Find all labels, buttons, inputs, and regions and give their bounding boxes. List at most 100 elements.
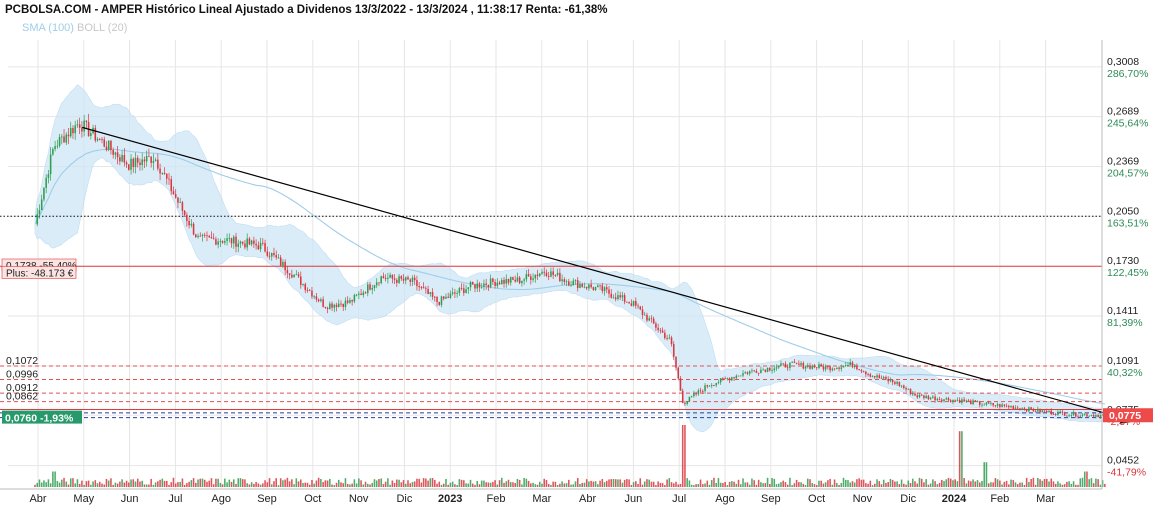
candle-body bbox=[856, 366, 858, 370]
volume-bar bbox=[874, 483, 876, 487]
candle-body bbox=[1063, 412, 1066, 416]
candle-body bbox=[315, 296, 318, 300]
candle-body bbox=[400, 276, 403, 279]
volume-bar bbox=[116, 483, 119, 487]
volume-bar bbox=[1086, 471, 1088, 487]
candle-body bbox=[588, 284, 590, 289]
volume-bar bbox=[784, 482, 787, 487]
volume-bar bbox=[304, 482, 307, 487]
candle-body bbox=[317, 299, 320, 302]
candle-body bbox=[976, 401, 979, 403]
volume-bar bbox=[831, 484, 834, 487]
volume-bar bbox=[47, 479, 50, 487]
candle-body bbox=[706, 385, 709, 387]
volume-bar bbox=[38, 479, 41, 487]
candle-body bbox=[635, 300, 637, 306]
volume-bar bbox=[253, 483, 255, 487]
candle-body bbox=[547, 276, 550, 277]
candle-body bbox=[311, 290, 313, 297]
volume-bar bbox=[626, 479, 628, 487]
legend-boll[interactable]: BOLL (20) bbox=[77, 22, 128, 34]
volume-bar bbox=[1048, 481, 1050, 487]
volume-bar bbox=[1083, 471, 1086, 487]
candle-body bbox=[655, 323, 657, 328]
volume-bar bbox=[757, 479, 760, 487]
volume-bar bbox=[652, 481, 655, 487]
y-tick-price: 0,2050 bbox=[1107, 205, 1139, 217]
candle-body bbox=[516, 277, 519, 282]
volume-bar bbox=[427, 480, 429, 487]
candle-body bbox=[836, 367, 838, 370]
volume-bar bbox=[1016, 484, 1019, 487]
candle-body bbox=[244, 243, 246, 248]
candle-body bbox=[632, 300, 635, 306]
volume-bar bbox=[324, 480, 327, 487]
candle-body bbox=[217, 241, 219, 245]
candle-body bbox=[898, 381, 901, 387]
volume-bar bbox=[862, 479, 865, 487]
volume-bar bbox=[447, 484, 449, 487]
volume-bar bbox=[1101, 480, 1104, 487]
volume-bar bbox=[554, 481, 557, 487]
candle-body bbox=[804, 366, 807, 369]
candle-body bbox=[742, 373, 744, 376]
candle-body bbox=[52, 149, 54, 155]
volume-bar bbox=[715, 483, 717, 487]
volume-bar bbox=[422, 478, 425, 487]
axes: Abr May Jun Jul Ago Sep Oct Nov Dic 2023 Feb Mar Abr… bbox=[0, 40, 1148, 505]
volume-bar bbox=[413, 481, 416, 487]
volume-bar bbox=[1008, 484, 1010, 487]
candle-body bbox=[335, 304, 338, 307]
volume-bar bbox=[302, 482, 304, 487]
legend-sma[interactable]: SMA (100) bbox=[22, 22, 74, 34]
candle-body bbox=[110, 140, 112, 150]
volume-bar bbox=[648, 479, 650, 487]
candle-body bbox=[601, 285, 604, 292]
x-tick-label: Ago bbox=[211, 493, 231, 505]
volume-bar bbox=[679, 483, 682, 487]
volume-bar bbox=[416, 478, 418, 487]
volume-bar bbox=[458, 479, 461, 487]
candle-body bbox=[771, 370, 773, 371]
candle-body bbox=[174, 194, 177, 198]
candle-body bbox=[639, 306, 642, 310]
volume-bar bbox=[1077, 484, 1079, 487]
candle-body bbox=[355, 294, 358, 296]
volume-bar bbox=[987, 483, 990, 487]
candle-body bbox=[337, 303, 340, 307]
candle-body bbox=[713, 385, 715, 386]
volume-bar bbox=[590, 480, 592, 487]
volume-bar bbox=[916, 483, 919, 487]
volume-bar bbox=[393, 483, 396, 487]
candle-body bbox=[199, 235, 202, 237]
candle-body bbox=[442, 296, 445, 299]
candle-body bbox=[956, 399, 959, 401]
volume-bar bbox=[882, 479, 885, 487]
volume-bar bbox=[617, 479, 619, 487]
candle-body bbox=[387, 277, 389, 279]
candle-body bbox=[148, 156, 150, 157]
candle-body bbox=[353, 294, 356, 302]
candle-body bbox=[974, 400, 977, 402]
volume-bar bbox=[742, 478, 744, 487]
volume-bar bbox=[442, 483, 445, 487]
volume-bar bbox=[454, 484, 456, 487]
volume-bar bbox=[411, 481, 414, 487]
candle-body bbox=[74, 125, 76, 134]
volume-bar bbox=[936, 484, 939, 487]
candle-body bbox=[1034, 411, 1037, 412]
volume-bar bbox=[1005, 480, 1008, 487]
volume-bar bbox=[190, 480, 193, 487]
volume-bar bbox=[288, 481, 291, 487]
volume-bar bbox=[943, 481, 945, 487]
candle-body bbox=[943, 399, 945, 402]
volume-bar bbox=[869, 480, 872, 487]
candle-body bbox=[847, 365, 849, 366]
candle-body bbox=[840, 367, 843, 369]
volume-bar bbox=[900, 479, 903, 487]
candle-body bbox=[264, 243, 266, 252]
candle-body bbox=[795, 362, 798, 364]
volume-bar bbox=[1019, 482, 1021, 487]
y-tick-price: 0,2689 bbox=[1107, 106, 1139, 118]
